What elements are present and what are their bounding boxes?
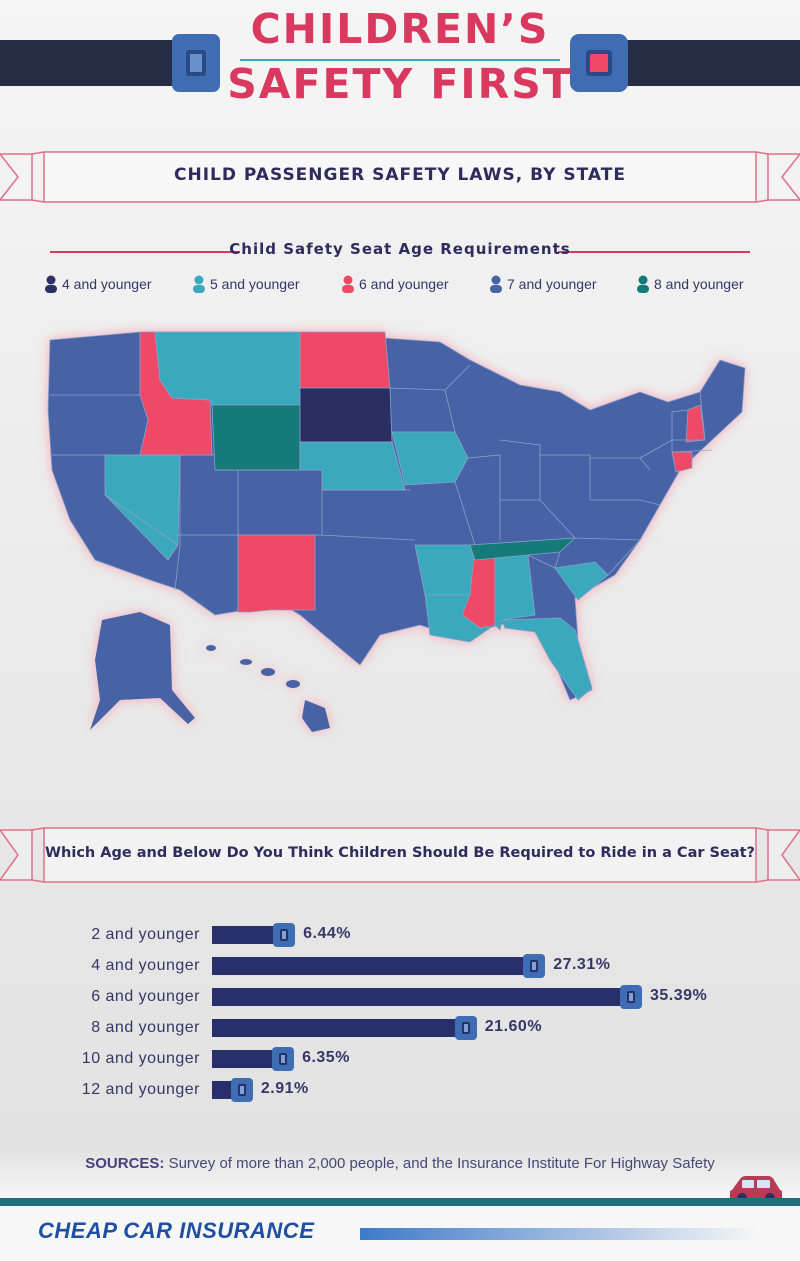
person-icon (490, 275, 502, 293)
brand-logo: CHEAP CAR INSURANCE (38, 1218, 315, 1243)
bar-buckle-icon (273, 923, 296, 947)
bar (212, 988, 624, 1006)
bar-category-label: 2 and younger (91, 926, 200, 943)
bar-buckle-icon (620, 985, 642, 1009)
seatbelt-strap-right (610, 40, 800, 86)
legend: 4 and younger 5 and younger 6 and younge… (0, 275, 800, 297)
person-icon (45, 275, 57, 293)
buckle-latch-icon (570, 34, 628, 92)
survey-ribbon-title: Which Age and Below Do You Think Childre… (45, 845, 755, 861)
bar (212, 1050, 277, 1068)
title-line-2: SAFETY FIRST (227, 60, 573, 108)
sources-note: SOURCES: Survey of more than 2,000 peopl… (0, 1155, 800, 1172)
bar-category-label: 8 and younger (91, 1019, 200, 1036)
bar-value-label: 6.35% (302, 1049, 350, 1066)
bar (212, 926, 278, 944)
title-divider (240, 59, 560, 61)
bar-buckle-icon (272, 1047, 295, 1071)
bar (212, 1081, 235, 1099)
legend-item-4: 4 and younger (44, 275, 152, 293)
bar (212, 957, 528, 975)
legend-heading-text: Child Safety Seat Age Requirements (229, 240, 571, 258)
bar-value-label: 27.31% (553, 956, 611, 973)
footer-divider (0, 1198, 800, 1206)
buckle-tongue-icon (172, 34, 220, 92)
bar-category-label: 6 and younger (91, 988, 200, 1005)
person-icon (637, 275, 649, 293)
sources-label: SOURCES: (85, 1155, 165, 1172)
person-icon (342, 275, 354, 293)
seatbelt-strap-left (0, 40, 190, 86)
person-icon (193, 275, 205, 293)
sources-text: Survey of more than 2,000 people, and th… (164, 1155, 715, 1172)
bar-buckle-icon (454, 1016, 477, 1040)
bar-category-label: 12 and younger (81, 1081, 200, 1098)
legend-item-6: 6 and younger (341, 275, 449, 293)
title-line-1: CHILDREN’S (250, 5, 550, 53)
legend-item-8: 8 and younger (636, 275, 744, 293)
laws-ribbon: Child passenger safety laws, by state (0, 150, 800, 204)
logo-stripes (360, 1228, 760, 1240)
laws-ribbon-title: Child passenger safety laws, by state (174, 165, 626, 185)
legend-item-5: 5 and younger (192, 275, 300, 293)
bar-category-label: 10 and younger (81, 1050, 200, 1067)
bar-value-label: 6.44% (303, 925, 352, 942)
survey-ribbon: Which Age and Below Do You Think Childre… (0, 826, 800, 884)
page-title: CHILDREN’S SAFETY FIRST (0, 4, 800, 110)
ribbon-banner-icon (0, 827, 800, 883)
bar-value-label: 21.60% (484, 1018, 543, 1035)
bar-category-label: 4 and younger (91, 957, 200, 974)
us-states-map-icon (47, 331, 746, 732)
ribbon-banner-icon (0, 151, 800, 203)
legend-item-7: 7 and younger (489, 275, 597, 293)
bar-value-label: 2.91% (260, 1080, 309, 1097)
legend-heading: Child Safety Seat Age Requirements (0, 240, 800, 264)
bar-buckle-icon (523, 954, 546, 978)
bar-value-label: 35.39% (650, 987, 708, 1004)
bar-buckle-icon (230, 1078, 253, 1102)
bar (212, 1019, 459, 1037)
